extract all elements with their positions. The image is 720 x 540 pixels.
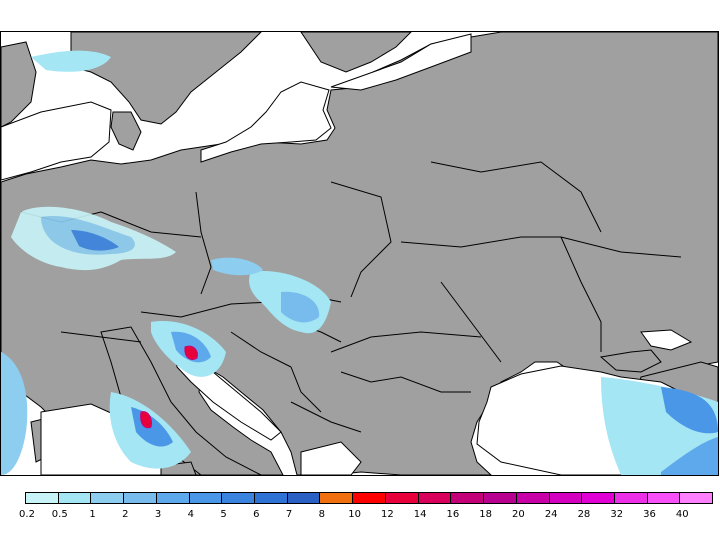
colorbar-label: 40 [675,509,689,520]
colorbar-label: 6 [253,509,260,520]
colorbar-cell [647,493,681,503]
colorbar-cell [582,493,615,503]
precip-slovenia-max [184,345,198,361]
precip-alps [11,206,176,271]
gulf-of-finland [330,33,472,91]
land-denmark [110,111,142,151]
colorbar-label: 18 [479,509,493,520]
colorbar-cell [124,493,157,503]
baltic-sea [200,81,332,163]
country-borders [20,161,682,433]
precip-west-edge [1,352,28,475]
colorbar-label: 5 [220,509,227,520]
land-crimea [599,349,662,373]
colorbar-cell [484,493,517,503]
colorbar-cell [189,493,223,503]
colorbar-cell [385,493,419,503]
colorbar-cell [156,493,190,503]
azov-sea [640,329,693,351]
precip-carpathians-core [281,291,320,323]
colorbar-label: 0.2 [19,509,35,520]
colorbar-cell [418,493,452,503]
colorbar-label: 7 [285,509,293,520]
colorbar-label: 10 [348,509,361,520]
colorbar-label: 36 [643,509,656,520]
colorbar-cell [91,493,125,503]
north-sea [1,101,112,181]
adriatic-sea [175,356,282,441]
precipitation-colorbar [25,492,713,504]
colorbar-cell [614,493,648,503]
precip-black-sea-core [661,387,718,434]
land-finland [300,32,412,73]
precipitation-map [0,31,719,476]
map-canvas [1,32,718,475]
precip-bohemia [211,257,263,276]
colorbar-label: 20 [512,509,525,520]
colorbar-label: 0.5 [51,509,68,520]
colorbar-cell [287,493,321,503]
colorbar-label: 2 [122,509,129,520]
colorbar-label: 3 [154,509,162,520]
land-uk [1,41,37,128]
colorbar-label: 16 [446,509,460,520]
colorbar-label: 4 [187,509,194,520]
colorbar-cell [26,493,59,503]
colorbar-label: 24 [544,509,558,520]
colorbar-label: 32 [610,509,624,520]
precip-rome-max [140,411,152,429]
colorbar-label: 1 [89,509,96,520]
colorbar-label: 8 [318,509,326,520]
colorbar-cell [680,493,713,503]
colorbar-label: 12 [381,509,394,520]
colorbar-cell [451,493,485,503]
aegean-sea [300,441,362,475]
colorbar-labels: 0.2 0.5 1 2 3 4 5 6 7 8 10 12 14 16 18 20 24 28 32 36 40 [0,509,720,523]
colorbar-cell [549,493,583,503]
colorbar-cell [353,493,386,503]
precip-layer [1,50,718,475]
land-scandinavia [70,32,262,125]
colorbar-label: 28 [577,509,591,520]
precip-north-west [31,50,111,72]
colorbar-label: 14 [413,509,427,520]
colorbar-cell [516,493,550,503]
colorbar-cell [222,493,256,503]
colorbar-cell [255,493,288,503]
colorbar-cell [320,493,354,503]
colorbar-cell [58,493,92,503]
precip-caucasus [661,437,718,475]
